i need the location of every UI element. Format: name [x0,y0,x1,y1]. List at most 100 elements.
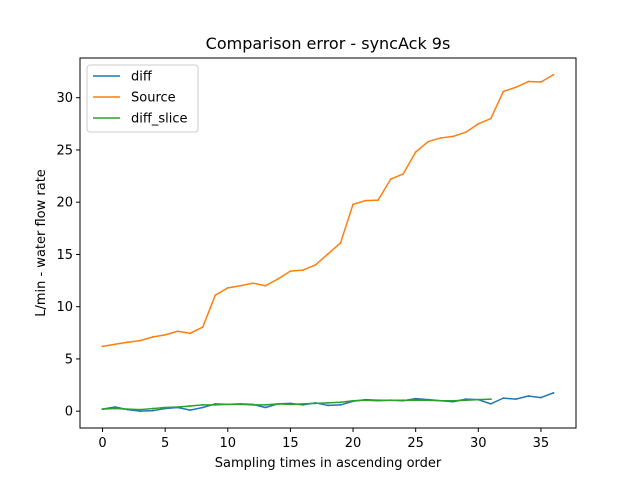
data-point-source [327,253,329,255]
data-point-source [352,203,354,206]
data-point-diff-slice [414,399,417,402]
x-tick-label: 15 [282,436,299,451]
x-tick-label: 25 [407,436,424,451]
legend-box [86,64,199,133]
y-tick-label: 15 [56,248,73,263]
data-point-diff [189,409,192,412]
data-point-diff [264,406,267,409]
data-point-source [164,334,167,336]
data-point-source [314,263,317,266]
data-point-diff [201,406,204,409]
data-point-diff [552,391,555,394]
data-point-diff-slice [464,399,467,402]
x-tick-label: 0 [98,436,106,451]
data-point-source [101,345,104,348]
y-tick-label: 30 [56,91,73,106]
data-point-source [489,117,492,120]
x-tick-label: 10 [220,436,237,451]
data-point-diff [489,402,492,405]
data-point-source [264,284,267,287]
data-point-diff-slice [489,398,492,401]
data-point-diff-slice [452,399,455,402]
data-point-source [464,131,467,134]
data-point-diff [540,396,542,399]
data-point-diff-slice [427,399,430,402]
y-tick-label: 10 [56,300,73,315]
data-point-source [176,330,179,333]
data-point-diff-slice [151,407,154,410]
data-point-source [364,199,367,202]
data-point-source [439,137,442,139]
y-axis-label: L/min - water flow rate [34,169,49,317]
data-point-diff-slice [189,405,192,407]
data-point-diff-slice [439,399,442,402]
y-axis: 0 5 10 15 20 25 30 [56,91,80,420]
chart-title: Comparison error - syncAck 9s [206,34,451,53]
data-point-source [502,90,505,93]
data-point-source [277,278,279,280]
data-point-source [226,286,229,289]
data-point-diff-slice [477,398,480,401]
x-tick-label: 35 [533,436,550,451]
data-point-source [414,151,417,153]
data-point-source [552,73,555,76]
data-point-source [339,242,342,244]
data-point-diff-slice [289,403,292,406]
y-tick-label: 25 [56,143,73,158]
y-tick-label: 20 [56,196,73,211]
legend-label-source: Source [131,91,176,106]
data-point-diff-slice [226,403,229,406]
data-point-diff [339,404,342,406]
data-point-diff-slice [239,403,242,406]
data-point-source [540,81,542,83]
data-point-source [514,86,517,89]
data-point-diff [114,406,116,408]
plot-area-frame [79,57,577,429]
data-point-diff-slice [314,402,317,405]
data-point-source [201,326,204,328]
series-layer [101,73,555,413]
data-point-source [302,269,304,272]
data-point-diff-slice [114,407,116,410]
data-point-diff [414,397,417,400]
data-point-diff [139,410,142,413]
data-point-diff-slice [352,399,354,402]
legend-label-diff: diff [131,70,153,85]
data-point-diff-slice [264,404,267,406]
data-point-diff-slice [364,399,367,402]
data-point-diff-slice [302,402,304,405]
x-axis: 0 5 10 15 20 25 30 35 [98,428,549,451]
data-point-diff-slice [164,406,167,409]
y-tick-label: 5 [65,352,73,367]
data-point-source [377,199,379,202]
series-line-diff-slice [101,398,492,411]
data-point-diff [502,397,505,400]
x-tick-label: 30 [470,436,487,451]
data-point-diff-slice [377,399,379,402]
data-point-diff [514,398,517,401]
legend-label-diff-slice: diff_slice [131,112,187,127]
data-point-source [214,294,217,297]
data-point-source [239,284,242,287]
data-point-diff [327,404,329,407]
data-point-diff-slice [101,408,104,410]
data-point-diff-slice [389,399,392,402]
x-tick-label: 5 [161,436,169,451]
data-point-source [251,282,254,285]
data-point-source [389,178,392,181]
x-axis-label: Sampling times in ascending order [215,456,442,471]
data-point-source [114,343,116,346]
data-point-source [402,173,405,175]
data-point-diff-slice [339,401,342,404]
data-point-diff [527,395,530,397]
data-point-diff [151,409,154,412]
data-point-diff-slice [139,408,142,411]
data-point-diff-slice [327,401,329,404]
data-point-source [126,341,129,344]
data-point-diff-slice [126,408,129,410]
data-point-diff-slice [402,399,405,402]
data-point-source [289,270,292,273]
data-point-source [452,135,455,138]
